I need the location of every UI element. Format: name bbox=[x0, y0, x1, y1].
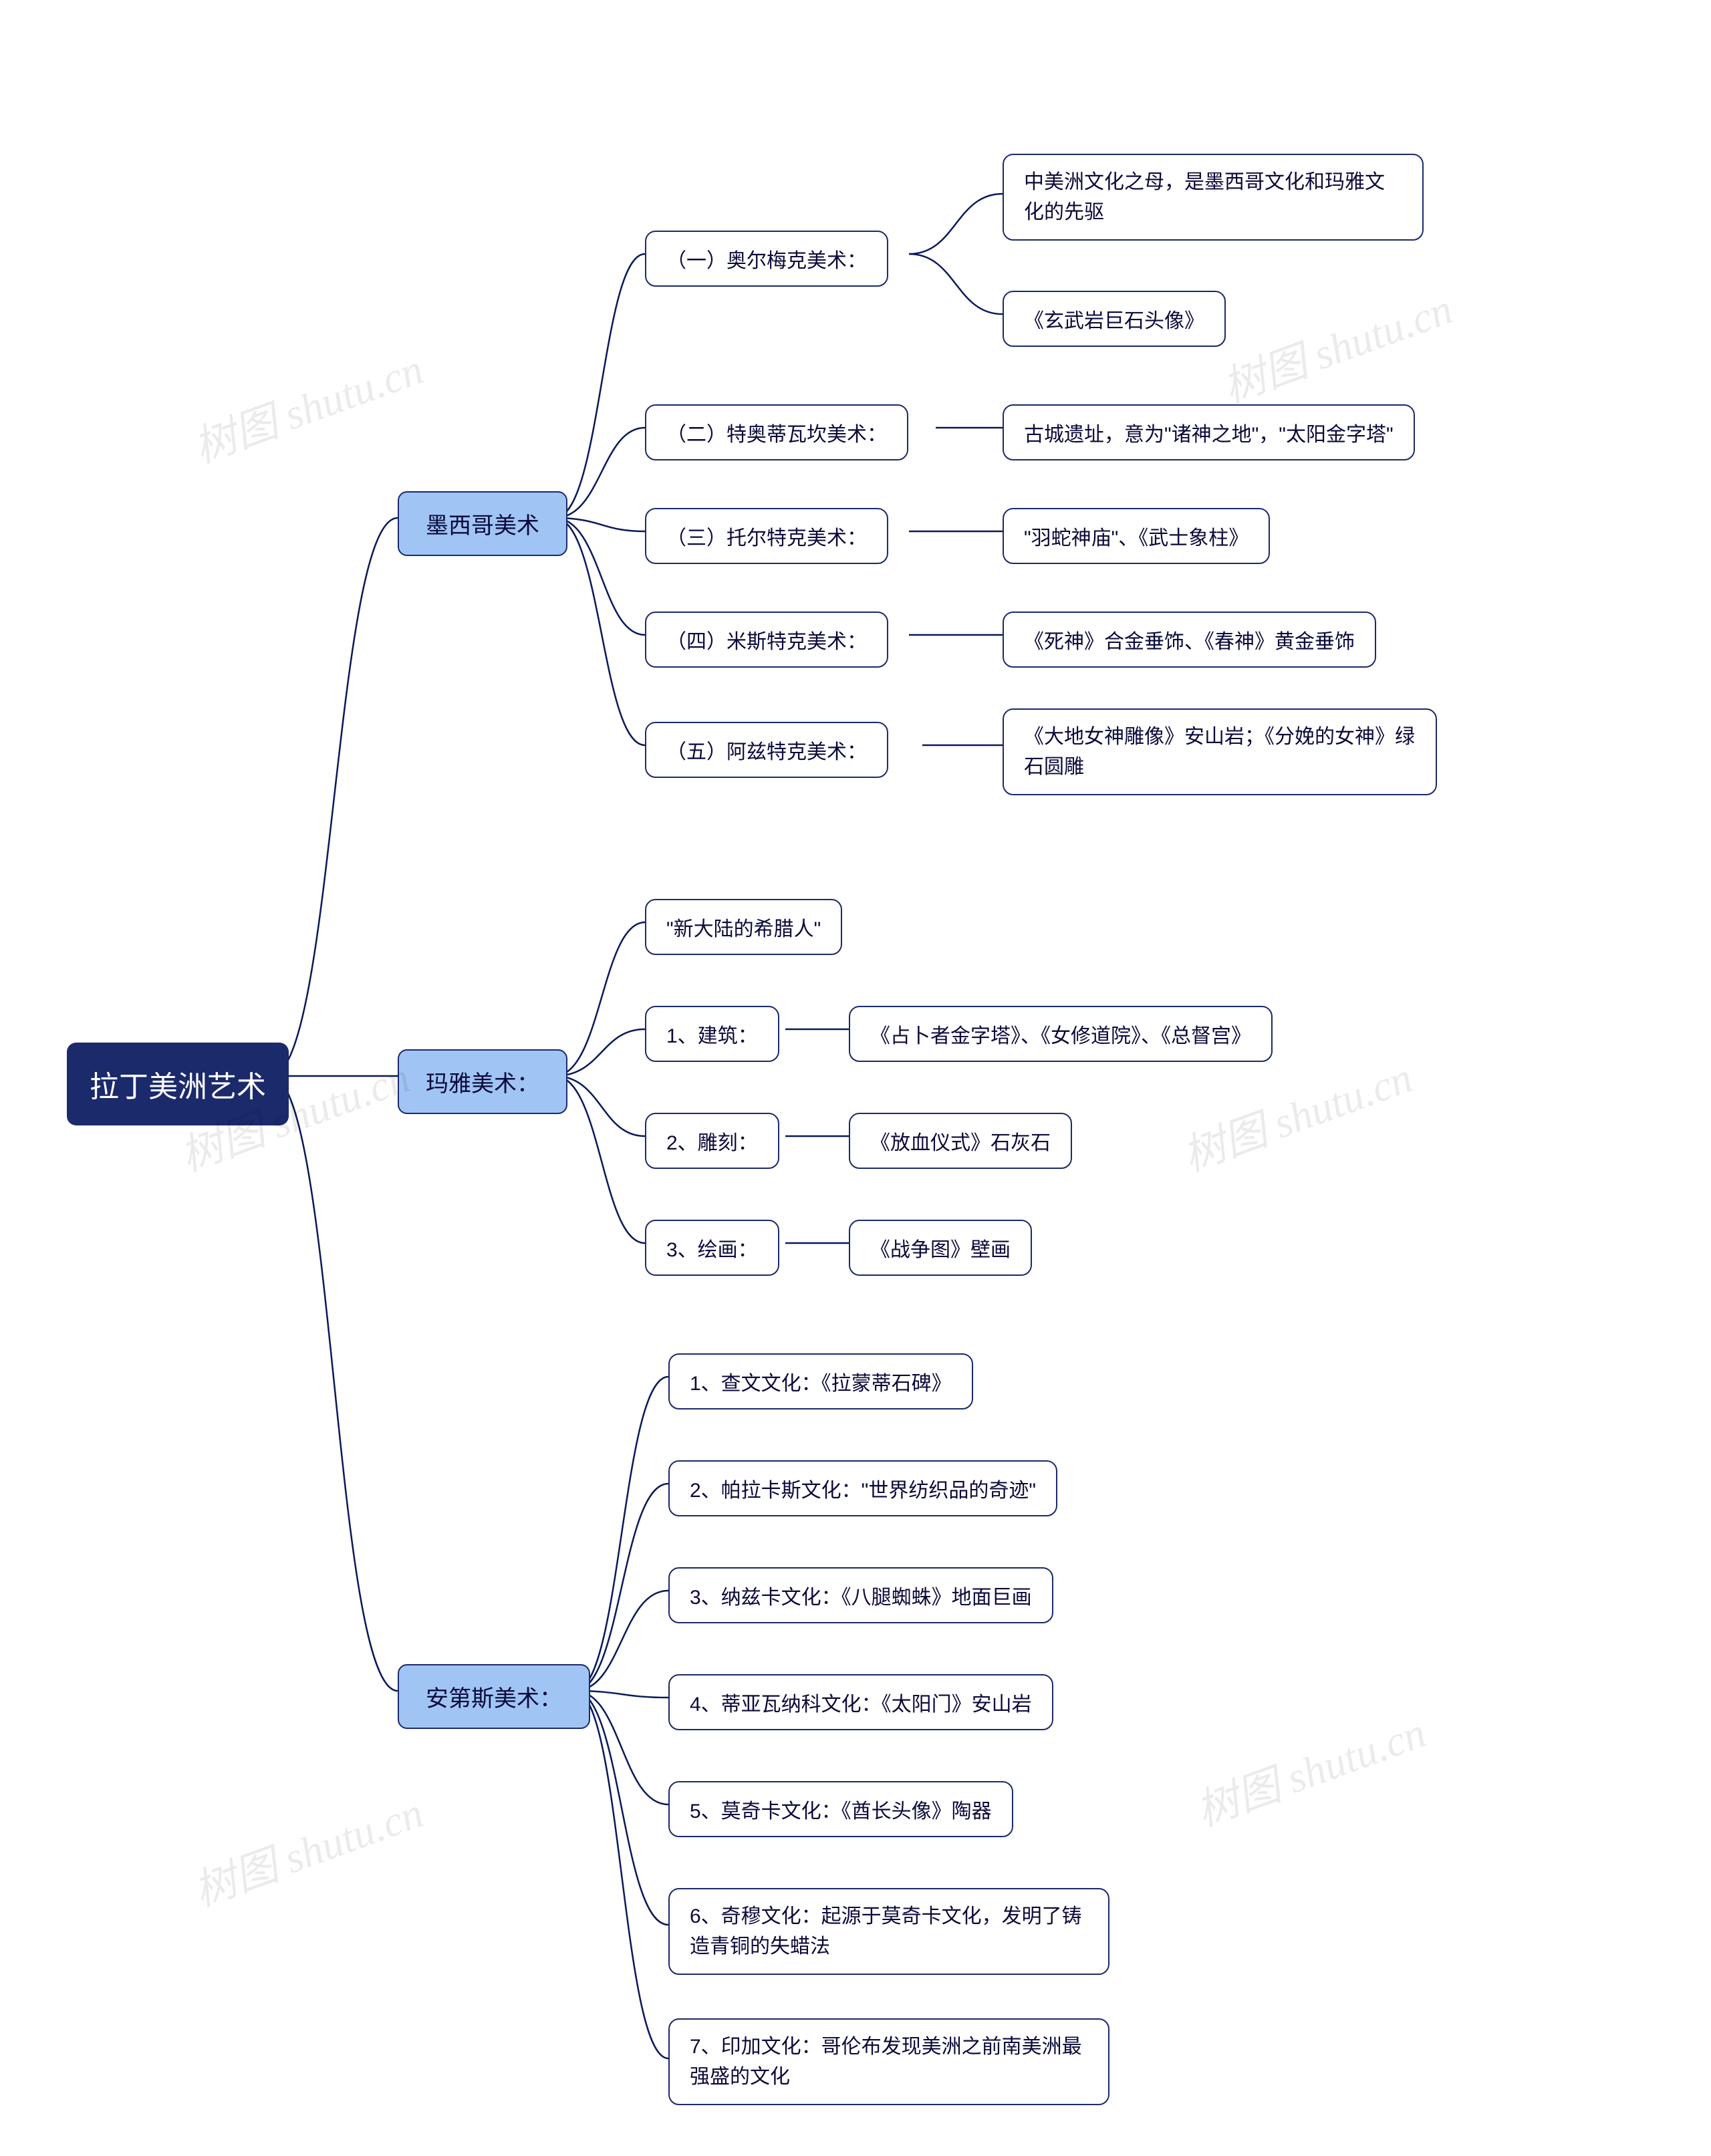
root-node[interactable]: 拉丁美洲艺术 bbox=[67, 1043, 289, 1125]
leaf-maya-sculpt: 《放血仪式》石灰石 bbox=[849, 1113, 1072, 1169]
leaf-aztec: 《大地女神雕像》安山岩；《分娩的女神》绿石圆雕 bbox=[1003, 708, 1437, 795]
watermark: 树图 shutu.cn bbox=[1213, 275, 1460, 414]
watermark: 树图 shutu.cn bbox=[184, 335, 430, 475]
branch-andes[interactable]: 安第斯美术： bbox=[398, 1664, 590, 1729]
leaf-mixtec: 《死神》合金垂饰、《春神》黄金垂饰 bbox=[1003, 612, 1376, 668]
leaf-maya-arch: 《占卜者金字塔》、《女修道院》、《总督宫》 bbox=[849, 1006, 1273, 1062]
leaf-olmec-work: 《玄武岩巨石头像》 bbox=[1003, 291, 1226, 347]
node-mixtec[interactable]: （四）米斯特克美术： bbox=[645, 612, 888, 668]
node-maya-sculpt[interactable]: 2、雕刻： bbox=[645, 1113, 779, 1169]
node-teotihuacan[interactable]: （二）特奥蒂瓦坎美术： bbox=[645, 404, 908, 460]
leaf-toltec: "羽蛇神庙"、《武士象柱》 bbox=[1003, 508, 1270, 564]
leaf-chimu: 6、奇穆文化：起源于莫奇卡文化，发明了铸造青铜的失蜡法 bbox=[668, 1888, 1109, 1975]
leaf-tiahuanaco: 4、蒂亚瓦纳科文化：《太阳门》安山岩 bbox=[668, 1674, 1053, 1730]
branch-mexico[interactable]: 墨西哥美术 bbox=[398, 491, 567, 556]
node-toltec[interactable]: （三）托尔特克美术： bbox=[645, 508, 888, 564]
leaf-teotihuacan: 古城遗址，意为"诸神之地"，"太阳金字塔" bbox=[1003, 404, 1415, 460]
watermark: 树图 shutu.cn bbox=[1186, 1698, 1433, 1838]
node-aztec[interactable]: （五）阿兹特克美术： bbox=[645, 722, 888, 778]
leaf-maya-paint: 《战争图》壁画 bbox=[849, 1220, 1032, 1276]
leaf-chavin: 1、查文文化：《拉蒙蒂石碑》 bbox=[668, 1353, 973, 1409]
node-olmec[interactable]: （一）奥尔梅克美术： bbox=[645, 231, 888, 287]
node-maya-paint[interactable]: 3、绘画： bbox=[645, 1220, 779, 1276]
leaf-paracas: 2、帕拉卡斯文化："世界纺织品的奇迹" bbox=[668, 1460, 1057, 1516]
node-maya-arch[interactable]: 1、建筑： bbox=[645, 1006, 779, 1062]
branch-maya[interactable]: 玛雅美术： bbox=[398, 1049, 567, 1114]
leaf-olmec-desc: 中美洲文化之母，是墨西哥文化和玛雅文化的先驱 bbox=[1003, 154, 1424, 241]
leaf-inca: 7、印加文化：哥伦布发现美洲之前南美洲最强盛的文化 bbox=[668, 2018, 1109, 2105]
leaf-mochica: 5、莫奇卡文化：《酋长头像》陶器 bbox=[668, 1781, 1013, 1837]
leaf-maya-greek: "新大陆的希腊人" bbox=[645, 899, 842, 955]
watermark: 树图 shutu.cn bbox=[1173, 1043, 1420, 1183]
leaf-nazca: 3、纳兹卡文化：《八腿蜘蛛》地面巨画 bbox=[668, 1567, 1053, 1623]
mindmap-canvas: 拉丁美洲艺术 墨西哥美术 （一）奥尔梅克美术： 中美洲文化之母，是墨西哥文化和玛… bbox=[0, 0, 1711, 2156]
watermark: 树图 shutu.cn bbox=[184, 1778, 430, 1918]
